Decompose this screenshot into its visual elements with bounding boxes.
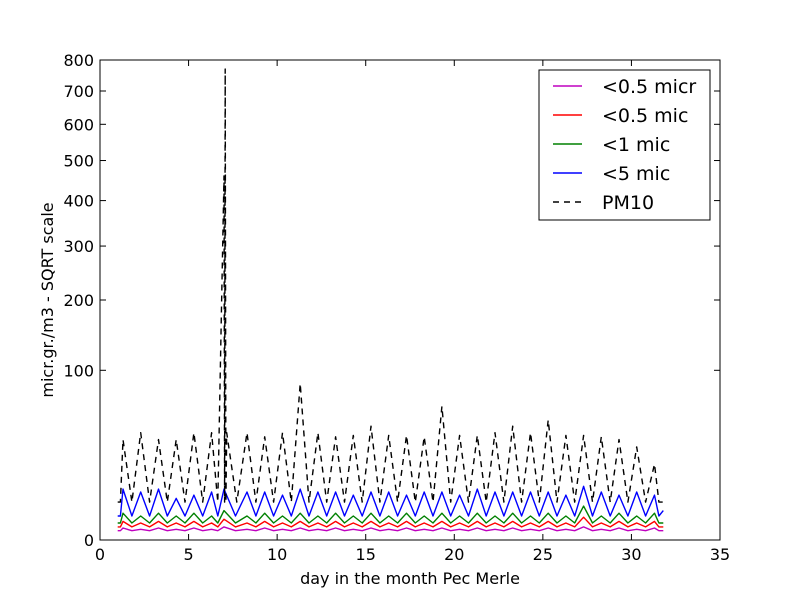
- y-tick-label: 800: [63, 51, 94, 70]
- legend-frame: [538, 69, 711, 221]
- y-tick-label: 100: [63, 361, 94, 380]
- legend-label-4: PM10: [602, 192, 654, 214]
- series-line-3: [117, 485, 664, 517]
- y-tick-label: 600: [63, 115, 94, 134]
- x-tick-label: 35: [710, 545, 730, 564]
- y-axis-ticks: 0 100 200 300 400 500 600 700 800: [63, 51, 720, 550]
- series-line-4: [117, 68, 664, 503]
- y-tick-label: 0: [84, 531, 94, 550]
- y-tick-label: 500: [63, 152, 94, 171]
- series-line-0: [117, 526, 664, 532]
- legend-label-2: <1 mic: [602, 134, 670, 156]
- x-tick-label: 25: [533, 545, 553, 564]
- legend: <0.5 micr <0.5 mic <1 mic <5 mic PM10: [538, 69, 711, 221]
- y-tick-label: 300: [63, 237, 94, 256]
- x-tick-label: 30: [621, 545, 641, 564]
- x-axis-ticks: 0 5 10 15 20 25 30 35: [95, 60, 730, 564]
- legend-label-0: <0.5 micr: [602, 76, 696, 98]
- y-axis-label: micr.gr./m3 - SQRT scale: [38, 202, 57, 397]
- x-tick-label: 20: [444, 545, 464, 564]
- x-tick-label: 10: [267, 545, 287, 564]
- y-tick-label: 200: [63, 291, 94, 310]
- legend-label-1: <0.5 mic: [602, 105, 688, 127]
- legend-label-3: <5 mic: [602, 163, 670, 185]
- x-tick-label: 15: [356, 545, 376, 564]
- y-tick-label: 400: [63, 192, 94, 211]
- series-line-1: [117, 516, 664, 528]
- x-axis-label: day in the month Pec Merle: [300, 569, 520, 588]
- series-layer: [117, 68, 664, 532]
- x-tick-label: 5: [183, 545, 193, 564]
- x-tick-label: 0: [95, 545, 105, 564]
- y-tick-label: 700: [63, 82, 94, 101]
- series-line-2: [117, 505, 664, 524]
